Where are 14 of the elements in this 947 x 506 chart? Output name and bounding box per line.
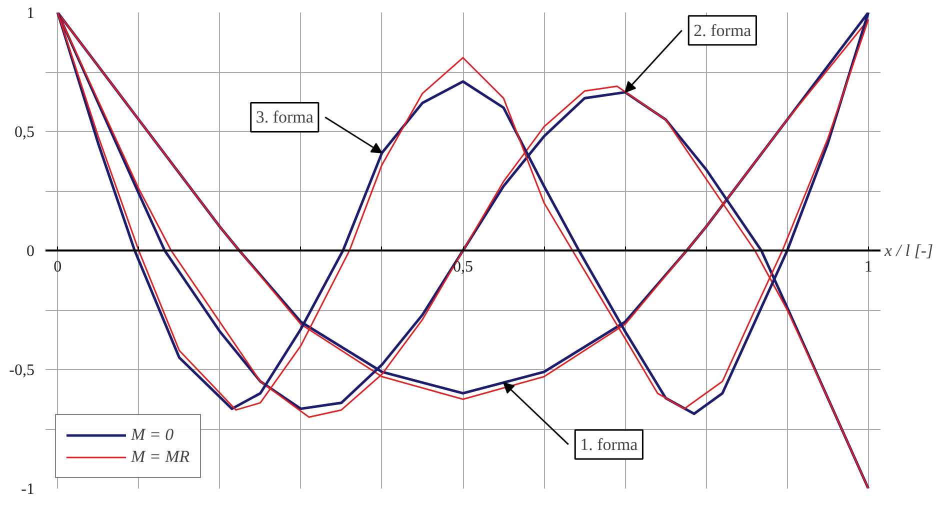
legend-label: M = MR (131, 447, 190, 467)
x-tick-label: 1 (864, 258, 872, 276)
y-tick-label: 1 (26, 5, 34, 22)
annotation: 1. forma (580, 434, 638, 454)
x-axis-title: x / l [-] (884, 241, 934, 260)
legend-label: M = 0 (131, 425, 174, 445)
annotation: 2. forma (694, 20, 752, 40)
x-tick-label: 0 (54, 258, 62, 276)
y-tick-label: 0,5 (14, 124, 34, 141)
y-tick-label: 0 (26, 243, 34, 260)
annotation: 3. forma (256, 108, 314, 127)
x-tick-label: 0,5 (453, 258, 473, 276)
y-tick-label: -1 (21, 481, 34, 498)
y-tick-label: -0,5 (9, 362, 34, 379)
